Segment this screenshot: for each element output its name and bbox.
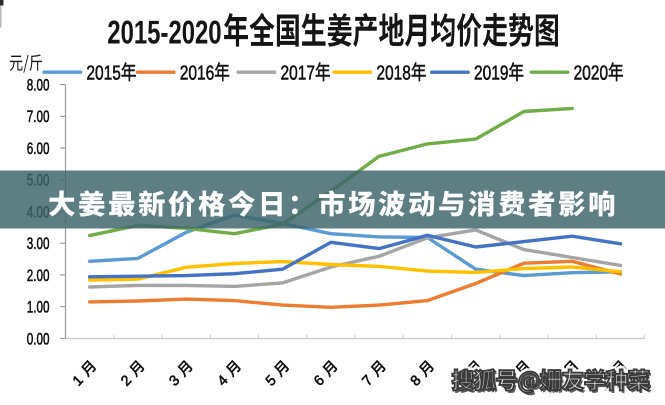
svg-text:3.00: 3.00 xyxy=(27,235,50,254)
svg-text:2.00: 2.00 xyxy=(27,267,50,286)
svg-text:6.00: 6.00 xyxy=(27,140,50,159)
svg-text:1.00: 1.00 xyxy=(27,299,50,318)
svg-text:8.00: 8.00 xyxy=(27,76,50,95)
svg-text:7.00: 7.00 xyxy=(27,108,50,127)
svg-text:0.00: 0.00 xyxy=(27,330,50,349)
